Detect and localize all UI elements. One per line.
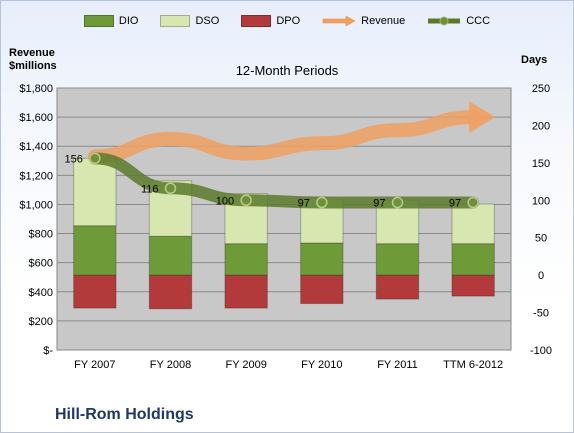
x-tick-label: FY 2011 xyxy=(377,359,418,371)
ccc-point xyxy=(89,152,101,165)
ccc-data-label: 97 xyxy=(449,198,461,210)
right-tick-label: 0 xyxy=(538,270,544,282)
bar-dpo xyxy=(300,274,344,305)
x-tick-label: FY 2008 xyxy=(150,359,191,371)
bar-dio xyxy=(148,235,193,276)
chart-title: 12-Month Periods xyxy=(235,63,339,78)
x-tick-label: TTM 6-2012 xyxy=(443,359,503,371)
right-tick-label: 200 xyxy=(532,120,550,132)
ccc-data-label: 100 xyxy=(216,195,234,207)
ccc-point xyxy=(316,196,328,209)
left-axis-title-line-1: Revenue xyxy=(9,47,55,59)
right-tick-label: 100 xyxy=(532,195,550,207)
right-axis-title: Days xyxy=(521,54,548,66)
legend-label-dio: DIO xyxy=(118,15,139,27)
legend-swatch-dso xyxy=(160,15,191,27)
legend-item-dio: DIO xyxy=(83,15,139,27)
bar-dso xyxy=(451,203,495,245)
ccc-data-label: 97 xyxy=(298,198,310,210)
revenue-line xyxy=(87,110,481,164)
legend-label-dpo: DPO xyxy=(276,15,301,27)
legend-item-dpo: DPO xyxy=(241,15,300,27)
left-tick-label: $1,000 xyxy=(19,199,53,211)
right-tick-label: 250 xyxy=(532,83,550,95)
right-tick-label: -50 xyxy=(533,308,549,320)
company-name: Hill-Rom Holdings xyxy=(55,406,194,423)
left-tick-label: $1,800 xyxy=(19,83,53,95)
bar-dpo xyxy=(224,274,268,309)
bar-dio xyxy=(73,225,117,276)
left-tick-label: $200 xyxy=(29,316,53,328)
bar-dpo xyxy=(73,274,117,309)
right-tick-label: 50 xyxy=(535,233,547,245)
revenue-arrowhead xyxy=(469,101,496,134)
x-tick-label: FY 2010 xyxy=(301,359,342,371)
legend-label-ccc: CCC xyxy=(466,15,491,27)
ccc-point xyxy=(164,182,177,195)
plot-area xyxy=(56,87,512,351)
ccc-point xyxy=(467,196,479,209)
bar-dio xyxy=(451,243,495,276)
bar-dpo xyxy=(148,274,193,310)
left-tick-label: $1,400 xyxy=(19,141,53,153)
left-tick-label: $1,600 xyxy=(19,112,53,124)
bar-dpo xyxy=(451,274,495,297)
left-axis-title: Revenue $millions xyxy=(9,47,57,73)
legend-line-icon xyxy=(428,16,461,26)
bar-dso xyxy=(73,157,117,227)
x-tick-label: FY 2007 xyxy=(74,359,115,371)
legend: DIO DSO DPO Revenue CCC xyxy=(1,15,573,27)
bar-dpo xyxy=(375,274,420,300)
left-axis-title-line-2: $millions xyxy=(9,60,57,72)
legend-item-revenue: Revenue xyxy=(322,15,405,27)
legend-swatch-dpo xyxy=(241,15,272,27)
right-tick-label: -100 xyxy=(530,345,552,357)
left-tick-label: $800 xyxy=(29,229,53,241)
legend-arrow-icon xyxy=(322,15,356,27)
x-tick-label: FY 2009 xyxy=(225,359,266,371)
ccc-data-label: 156 xyxy=(64,153,82,165)
ccc-data-label: 97 xyxy=(373,198,385,210)
bar-dio xyxy=(300,242,344,276)
legend-swatch-dio xyxy=(83,15,114,27)
left-tick-label: $- xyxy=(43,345,53,357)
legend-label-revenue: Revenue xyxy=(361,15,406,27)
ccc-data-label: 116 xyxy=(141,183,159,195)
left-tick-label: $1,200 xyxy=(19,170,53,182)
left-tick-label: $400 xyxy=(29,287,53,299)
bar-dio xyxy=(375,243,420,276)
bar-dio xyxy=(224,243,268,276)
legend-item-ccc: CCC xyxy=(427,15,490,27)
ccc-point xyxy=(240,194,252,207)
right-tick-label: 150 xyxy=(532,158,550,170)
ccc-point xyxy=(391,196,404,209)
legend-item-dso: DSO xyxy=(160,15,219,27)
left-tick-label: $600 xyxy=(29,258,53,270)
legend-label-dso: DSO xyxy=(195,15,220,27)
